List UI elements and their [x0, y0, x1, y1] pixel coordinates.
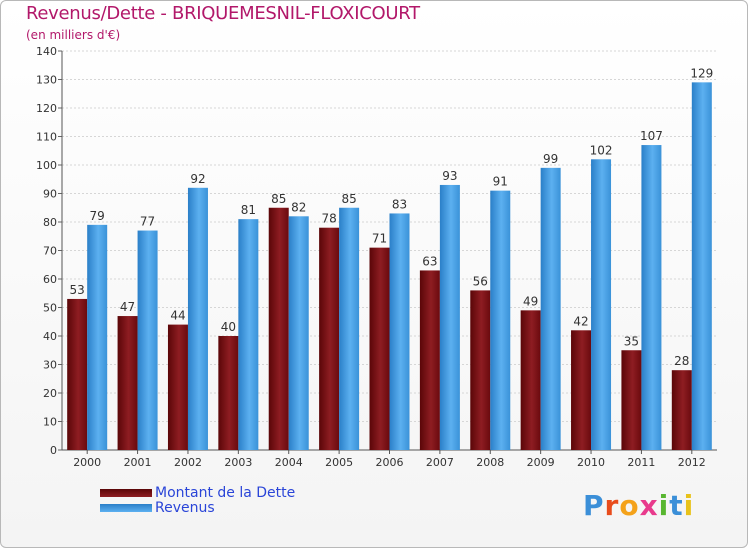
logo-letter-6: i [683, 489, 695, 522]
bar-revenus-2003 [238, 219, 259, 450]
xtick-label-2001: 2001 [124, 456, 152, 469]
data-label-dette-2012: 28 [674, 354, 689, 368]
ytick-label-70: 70 [43, 245, 57, 258]
xtick-label-2007: 2007 [426, 456, 454, 469]
proxiti-logo: Proxiti [583, 489, 694, 522]
xtick-label-2011: 2011 [627, 456, 655, 469]
data-label-revenus-2009: 99 [543, 152, 558, 166]
bar-dette-2007 [419, 270, 440, 450]
ytick-label-40: 40 [43, 330, 57, 343]
bar-dette-2012 [671, 370, 692, 450]
legend-label-revenus: Revenus [155, 500, 215, 516]
xtick-label-2009: 2009 [527, 456, 555, 469]
bar-dette-2003 [218, 336, 239, 450]
legend-label-dette: Montant de la Dette [155, 485, 296, 501]
ytick-label-20: 20 [43, 387, 57, 400]
ytick-label-100: 100 [36, 159, 57, 172]
data-label-revenus-2001: 77 [140, 215, 155, 229]
bar-revenus-2002 [187, 187, 208, 451]
xtick-label-2003: 2003 [224, 456, 252, 469]
bar-revenus-2011 [641, 145, 662, 451]
data-label-revenus-2005: 85 [341, 192, 356, 206]
legend-swatch-dette [100, 489, 152, 497]
bar-revenus-2008 [490, 190, 511, 450]
data-label-revenus-2008: 91 [493, 175, 508, 189]
bar-revenus-2005 [339, 207, 360, 450]
data-label-dette-2007: 63 [422, 254, 437, 268]
data-label-dette-2006: 71 [372, 232, 387, 246]
logo-letter-4: i [658, 489, 670, 522]
xtick-label-2010: 2010 [577, 456, 605, 469]
bar-revenus-2009 [540, 167, 561, 450]
labels-layer: 53 79 2000 47 77 2001 44 92 2002 40 81 2003 85 82 2004… [70, 66, 714, 469]
data-label-revenus-2010: 102 [590, 143, 613, 157]
bar-revenus-2010 [591, 159, 612, 451]
ytick-label-140: 140 [36, 45, 57, 58]
data-label-dette-2003: 40 [221, 320, 236, 334]
logo-letter-5: t [669, 489, 684, 522]
data-label-dette-2001: 47 [120, 300, 135, 314]
data-label-dette-2008: 56 [473, 274, 488, 288]
bar-dette-2011 [621, 350, 642, 450]
data-label-revenus-2006: 83 [392, 197, 407, 211]
bar-dette-2002 [167, 324, 188, 450]
xtick-label-2005: 2005 [325, 456, 353, 469]
data-label-dette-2000: 53 [70, 283, 85, 297]
bar-revenus-2007 [439, 184, 460, 450]
ytick-label-120: 120 [36, 102, 57, 115]
ytick-label-110: 110 [36, 131, 57, 144]
bar-dette-2001 [117, 316, 138, 450]
ytick-label-60: 60 [43, 273, 57, 286]
bar-dette-2010 [571, 330, 592, 450]
logo-letter-3: x [639, 489, 659, 522]
data-label-dette-2009: 49 [523, 294, 538, 308]
xtick-label-2006: 2006 [376, 456, 404, 469]
bar-revenus-2006 [389, 213, 410, 450]
data-label-revenus-2000: 79 [90, 209, 105, 223]
bar-dette-2008 [470, 290, 491, 450]
logo-letter-2: o [619, 489, 640, 522]
bars-layer [67, 82, 712, 451]
bar-dette-2006 [369, 247, 390, 450]
bar-revenus-2012 [691, 82, 712, 450]
bar-dette-2000 [67, 298, 88, 450]
ytick-label-50: 50 [43, 302, 57, 315]
legend-swatch-revenus [100, 504, 152, 512]
ytick-label-10: 10 [43, 416, 57, 429]
data-label-revenus-2004: 82 [291, 200, 306, 214]
xtick-label-2000: 2000 [73, 456, 101, 469]
ytick-label-80: 80 [43, 216, 57, 229]
bar-revenus-2000 [87, 224, 108, 450]
xtick-label-2012: 2012 [678, 456, 706, 469]
ytick-label-90: 90 [43, 188, 57, 201]
xtick-label-2008: 2008 [476, 456, 504, 469]
data-label-revenus-2002: 92 [190, 172, 205, 186]
data-label-dette-2011: 35 [624, 334, 639, 348]
chart-title: Revenus/Dette - BRIQUEMESNIL-FLOXICOURT [26, 3, 420, 24]
bar-revenus-2004 [288, 216, 309, 450]
data-label-revenus-2011: 107 [640, 129, 663, 143]
bar-dette-2004 [268, 207, 289, 450]
xtick-label-2002: 2002 [174, 456, 202, 469]
data-label-dette-2002: 44 [170, 309, 185, 323]
ytick-label-0: 0 [50, 444, 57, 457]
chart-subtitle: (en milliers d'€) [26, 28, 121, 42]
data-label-revenus-2003: 81 [241, 203, 256, 217]
data-label-revenus-2012: 129 [690, 66, 713, 80]
data-label-dette-2004: 85 [271, 192, 286, 206]
bar-dette-2009 [520, 310, 541, 450]
logo-letter-1: r [604, 489, 620, 522]
data-label-dette-2010: 42 [573, 314, 588, 328]
ytick-label-30: 30 [43, 359, 57, 372]
logo-letter-0: P [583, 489, 605, 522]
bar-dette-2005 [319, 227, 340, 450]
xtick-label-2004: 2004 [275, 456, 303, 469]
bar-revenus-2001 [137, 230, 158, 450]
ytick-label-130: 130 [36, 74, 57, 87]
data-label-dette-2005: 78 [321, 212, 336, 226]
data-label-revenus-2007: 93 [442, 169, 457, 183]
